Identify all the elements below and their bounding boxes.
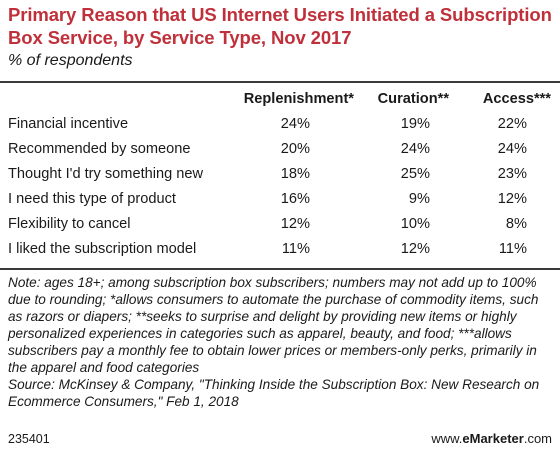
data-table: Replenishment* Curation** Access*** Fina… xyxy=(0,86,560,261)
cell-value: 20% xyxy=(280,140,310,157)
cell-value: 25% xyxy=(400,165,430,182)
cell-value: 11% xyxy=(281,240,310,257)
cell-value: 16% xyxy=(280,190,310,207)
note-text: Note: ages 18+; among subscription box s… xyxy=(8,275,539,375)
brand-suffix: .com xyxy=(523,431,552,446)
note-block: Note: ages 18+; among subscription box s… xyxy=(8,274,556,410)
table-row: Thought I'd try something new 18% 25% 23% xyxy=(0,161,560,186)
chart-id: 235401 xyxy=(8,432,50,446)
table-row: I need this type of product 16% 9% 12% xyxy=(0,186,560,211)
cell-value: 9% xyxy=(408,190,430,207)
top-rule xyxy=(0,81,560,83)
cell-value: 12% xyxy=(400,240,430,257)
row-label: Flexibility to cancel xyxy=(8,215,131,232)
table-row: Recommended by someone 20% 24% 24% xyxy=(0,136,560,161)
cell-value: 24% xyxy=(280,115,310,132)
cell-value: 10% xyxy=(400,215,430,232)
brand-prefix: www. xyxy=(431,431,463,446)
bottom-rule xyxy=(0,268,560,270)
row-label: Thought I'd try something new xyxy=(8,165,204,182)
cell-value: 19% xyxy=(400,115,430,132)
cell-value: 24% xyxy=(400,140,430,157)
chart-title: Primary Reason that US Internet Users In… xyxy=(8,4,552,48)
brand-link[interactable]: www.eMarketer.com xyxy=(431,431,552,446)
brand-name: eMarketer xyxy=(462,431,524,446)
source-text: Source: McKinsey & Company, "Thinking In… xyxy=(8,377,540,409)
row-label: I liked the subscription model xyxy=(8,240,197,257)
cell-value: 11% xyxy=(498,240,527,257)
row-label: I need this type of product xyxy=(8,190,176,207)
table-row: I liked the subscription model 11% 12% 11% xyxy=(0,236,560,261)
cell-value: 23% xyxy=(497,165,527,182)
cell-value: 12% xyxy=(497,190,527,207)
row-label: Financial incentive xyxy=(8,115,129,132)
table-row: Flexibility to cancel 12% 10% 8% xyxy=(0,211,560,236)
row-label: Recommended by someone xyxy=(8,140,191,157)
chart-subtitle: % of respondents xyxy=(8,52,133,69)
cell-value: 22% xyxy=(497,115,527,132)
table-header-row: Replenishment* Curation** Access*** xyxy=(0,86,560,111)
cell-value: 18% xyxy=(280,165,310,182)
header-spacer xyxy=(0,86,223,111)
table-body: Financial incentive 24% 19% 22% Recommended … xyxy=(0,111,560,261)
column-header: Replenishment* xyxy=(243,90,354,107)
column-header: Access*** xyxy=(482,90,551,107)
cell-value: 8% xyxy=(505,215,527,232)
column-header: Curation** xyxy=(377,90,449,107)
table-row: Financial incentive 24% 19% 22% xyxy=(0,111,560,136)
cell-value: 24% xyxy=(497,140,527,157)
cell-value: 12% xyxy=(280,215,310,232)
